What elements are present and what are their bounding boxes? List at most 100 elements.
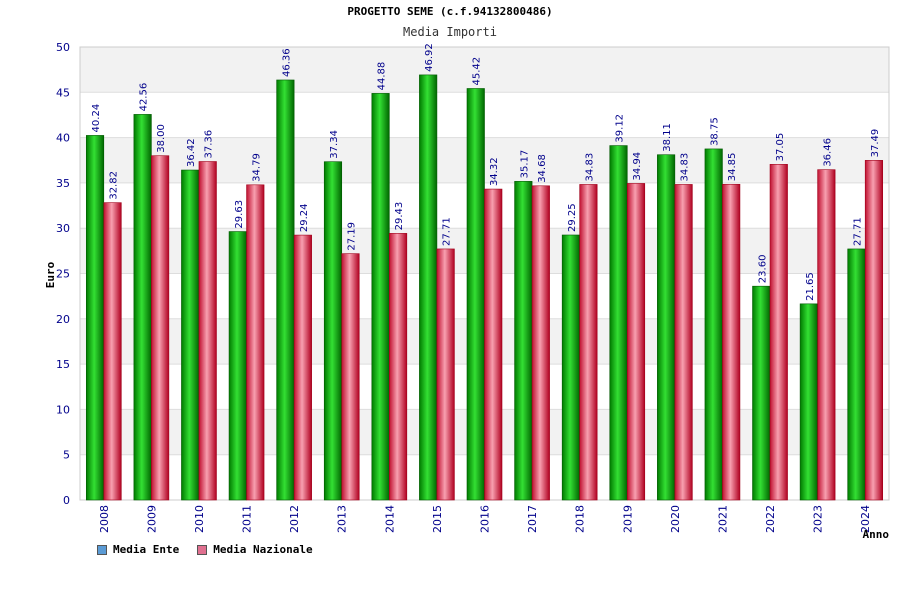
- bar-media-nazionale-2016: [484, 188, 503, 501]
- bar-media-nazionale-2017: [531, 185, 550, 501]
- legend-swatch-media-nazionale: [197, 544, 208, 555]
- bar-media-nazionale-2021: [722, 183, 741, 501]
- x-tick-label: 2018: [574, 505, 587, 533]
- y-tick-label: 20: [56, 313, 70, 326]
- legend: Media Ente Media Nazionale: [97, 543, 313, 556]
- y-tick-label: 5: [63, 449, 70, 462]
- y-tick-label: 30: [56, 222, 70, 235]
- bar-media-nazionale-2008: [103, 202, 122, 501]
- bar-media-nazionale-2019: [626, 183, 646, 501]
- data-label: 38.00: [156, 124, 167, 153]
- bar-media-nazionale-2013: [341, 253, 360, 501]
- data-label: 34.85: [727, 153, 738, 182]
- x-tick-label: 2020: [669, 505, 682, 533]
- data-label: 37.49: [870, 129, 881, 158]
- x-tick-label: 2022: [764, 505, 777, 533]
- bar-media-ente-2017: [514, 181, 533, 501]
- data-label: 29.24: [299, 203, 310, 232]
- data-label: 32.82: [109, 171, 120, 200]
- y-tick-label: 25: [56, 268, 70, 281]
- x-tick-label: 2021: [716, 505, 729, 533]
- bar-media-ente-2015: [419, 74, 438, 501]
- data-label: 40.24: [91, 104, 102, 133]
- bar-media-ente-2016: [466, 88, 485, 501]
- y-tick-label: 50: [56, 41, 70, 54]
- bar-media-nazionale-2009: [151, 155, 170, 501]
- data-label: 37.36: [204, 130, 215, 159]
- bar-media-ente-2024: [847, 248, 866, 501]
- bar-media-ente-2014: [371, 93, 390, 501]
- x-tick-label: 2016: [479, 505, 492, 533]
- y-axis: 0 5 10 15 20 25 30 35 40 45 50: [56, 41, 70, 507]
- data-label: 46.36: [281, 48, 292, 77]
- data-label: 27.19: [346, 222, 357, 251]
- bar-media-nazionale-2020: [674, 184, 693, 501]
- x-tick-label: 2008: [98, 505, 111, 533]
- bar-media-ente-2020: [657, 154, 676, 501]
- data-label: 37.05: [775, 133, 786, 162]
- data-label: 46.92: [424, 43, 435, 72]
- x-axis-label: Anno: [863, 528, 890, 541]
- data-label: 29.43: [394, 202, 405, 231]
- data-label: 27.71: [852, 217, 863, 246]
- chart-title: PROGETTO SEME (c.f.94132800486): [347, 5, 553, 18]
- data-label: 34.79: [251, 153, 262, 182]
- bar-media-ente-2022: [752, 285, 771, 501]
- bar-media-ente-2023: [799, 303, 818, 501]
- legend-item-media-ente: Media Ente: [97, 543, 179, 556]
- bar-media-nazionale-2024: [864, 160, 884, 501]
- y-tick-label: 45: [56, 86, 70, 99]
- data-label: 35.17: [519, 150, 530, 179]
- data-label: 38.11: [662, 123, 673, 152]
- data-label: 34.83: [680, 153, 691, 182]
- y-axis-label: Euro: [44, 261, 57, 288]
- y-tick-label: 0: [63, 494, 70, 507]
- data-label: 36.42: [186, 138, 197, 167]
- data-label: 37.34: [329, 130, 340, 159]
- y-tick-label: 40: [56, 132, 70, 145]
- x-tick-label: 2011: [241, 505, 254, 533]
- bar-media-ente-2008: [85, 135, 105, 501]
- data-label: 21.65: [805, 272, 816, 301]
- data-label: 38.75: [710, 117, 721, 146]
- x-tick-label: 2014: [383, 505, 396, 533]
- legend-item-media-nazionale: Media Nazionale: [197, 543, 313, 556]
- y-tick-label: 15: [56, 358, 70, 371]
- data-label: 34.68: [537, 154, 548, 183]
- x-tick-label: 2017: [526, 505, 539, 533]
- x-tick-label: 2009: [145, 505, 158, 533]
- bar-media-ente-2018: [561, 234, 580, 501]
- x-tick-label: 2010: [193, 505, 206, 533]
- bars-group: [85, 74, 884, 501]
- x-tick-label: 2013: [336, 505, 349, 533]
- x-tick-label: 2024: [859, 505, 872, 533]
- legend-label-media-nazionale: Media Nazionale: [213, 543, 313, 556]
- data-label: 39.12: [615, 114, 626, 143]
- bar-media-ente-2010: [181, 169, 200, 501]
- data-label: 27.71: [442, 217, 453, 246]
- data-label: 23.60: [757, 255, 768, 284]
- x-tick-label: 2023: [812, 505, 825, 533]
- legend-swatch-media-ente: [97, 544, 107, 555]
- bar-media-ente-2009: [133, 114, 152, 501]
- bar-media-ente-2011: [228, 231, 247, 501]
- x-tick-label: 2015: [431, 505, 444, 533]
- data-label: 45.42: [472, 57, 483, 86]
- bar-media-nazionale-2010: [198, 161, 217, 501]
- bar-media-ente-2019: [609, 145, 628, 501]
- bar-media-nazionale-2015: [436, 248, 455, 501]
- bar-media-ente-2021: [704, 148, 723, 501]
- data-label: 34.83: [584, 153, 595, 182]
- bar-media-nazionale-2014: [389, 233, 408, 501]
- data-label: 44.88: [377, 62, 388, 91]
- bar-media-nazionale-2018: [579, 184, 598, 501]
- bar-media-ente-2012: [276, 79, 295, 501]
- bar-media-nazionale-2022: [769, 164, 788, 501]
- x-tick-label: 2012: [288, 505, 301, 533]
- data-label: 36.46: [822, 138, 833, 167]
- x-axis: 2008 2009 2010 2011 2012 2013 2014 2015 2016 2017…: [98, 505, 872, 533]
- data-label: 34.32: [489, 157, 500, 186]
- chart-subtitle: Media Importi: [403, 25, 497, 39]
- data-label: 34.94: [632, 152, 643, 181]
